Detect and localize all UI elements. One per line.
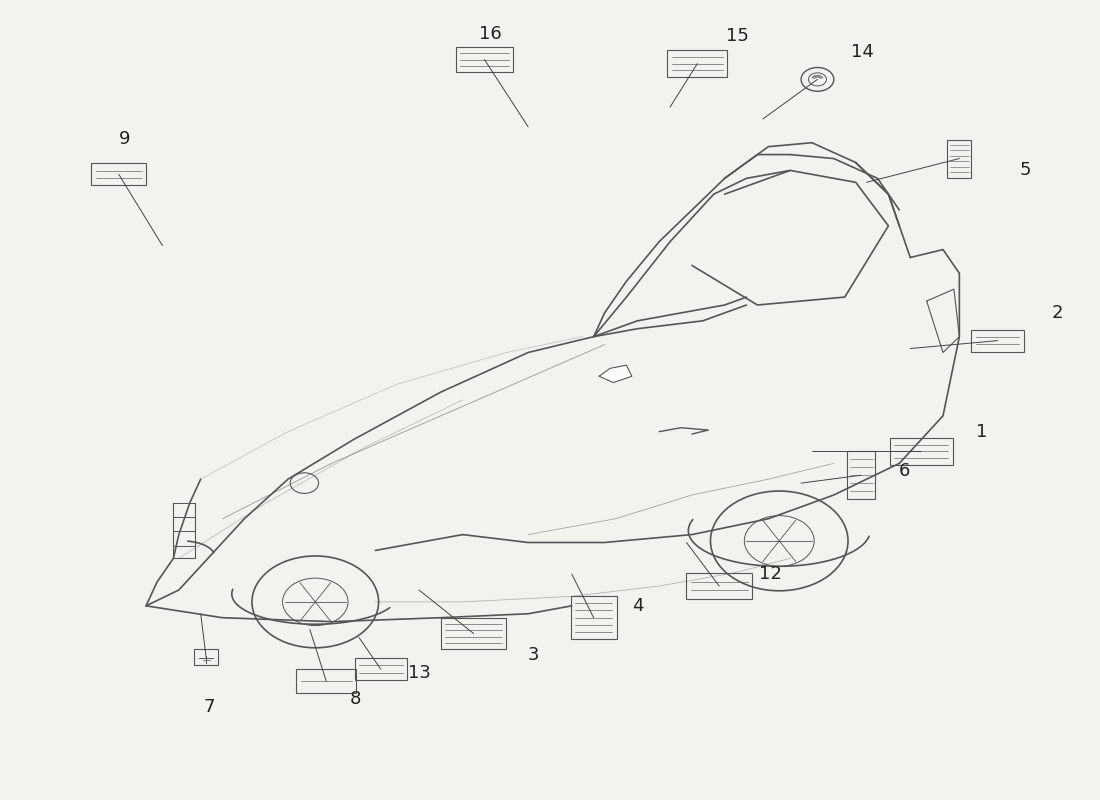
Text: 6: 6 xyxy=(899,462,911,480)
Bar xyxy=(668,50,727,78)
Bar xyxy=(947,139,971,178)
Bar xyxy=(890,438,953,466)
Text: 8: 8 xyxy=(350,690,362,708)
Text: 7: 7 xyxy=(204,698,216,716)
Text: 14: 14 xyxy=(850,42,873,61)
Bar xyxy=(296,669,356,693)
Bar xyxy=(91,163,146,186)
Bar xyxy=(354,658,407,680)
Bar xyxy=(971,330,1024,352)
Text: 9: 9 xyxy=(119,130,130,148)
Bar xyxy=(441,618,506,650)
Text: 5: 5 xyxy=(1019,162,1031,179)
Bar xyxy=(847,451,874,499)
Text: 16: 16 xyxy=(478,26,502,43)
Text: 2: 2 xyxy=(1052,304,1064,322)
Text: 12: 12 xyxy=(759,565,782,583)
Bar xyxy=(686,574,752,598)
Text: 4: 4 xyxy=(631,597,644,615)
Bar xyxy=(456,47,513,72)
Bar xyxy=(571,596,617,639)
Text: 3: 3 xyxy=(528,646,539,664)
Text: 15: 15 xyxy=(726,27,749,45)
Bar xyxy=(194,650,218,666)
Text: 1: 1 xyxy=(976,422,987,441)
Text: 13: 13 xyxy=(408,664,430,682)
Polygon shape xyxy=(600,365,631,382)
